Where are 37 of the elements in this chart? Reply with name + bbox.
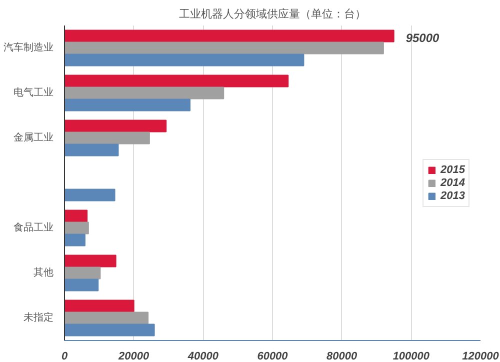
x-tick-label: 0 xyxy=(61,350,68,362)
x-tick-label: 20000 xyxy=(118,350,150,362)
bar xyxy=(64,210,88,222)
bar xyxy=(64,324,155,336)
legend-label: 2014 xyxy=(440,176,465,188)
data-label: 95000 xyxy=(406,31,440,45)
bar xyxy=(64,144,119,156)
bar xyxy=(64,254,116,268)
bar xyxy=(64,188,116,202)
bar xyxy=(64,74,289,88)
bar xyxy=(64,86,224,100)
bar xyxy=(64,42,384,54)
bar xyxy=(64,98,190,112)
legend-label: 2013 xyxy=(440,190,465,202)
x-tick-label: 100000 xyxy=(392,350,430,362)
chart-title: 工业机器人分领域供应量（单位：台） xyxy=(179,8,366,20)
y-tick-label: 食品工业 xyxy=(14,222,54,234)
bar xyxy=(64,54,304,66)
bar xyxy=(64,30,394,42)
bar xyxy=(64,300,134,312)
bar xyxy=(64,312,149,324)
y-tick-label: 其他 xyxy=(34,266,54,278)
bar xyxy=(64,132,150,144)
y-tick-label: 金属工业 xyxy=(14,132,54,144)
x-tick-label: 120000 xyxy=(462,350,500,362)
x-tick-label: 40000 xyxy=(186,350,220,362)
y-tick-label: 汽车制造业 xyxy=(4,42,54,54)
bar xyxy=(64,278,99,292)
bar xyxy=(64,120,167,132)
bar xyxy=(64,266,101,280)
y-tick-label: 电气工业 xyxy=(14,86,54,98)
x-tick-label: 80000 xyxy=(326,350,358,362)
bar xyxy=(64,222,89,234)
y-tick-label: 未指定 xyxy=(24,312,54,324)
legend-label: 2015 xyxy=(440,164,465,176)
bar xyxy=(64,234,86,246)
x-tick-label: 60000 xyxy=(257,350,289,362)
